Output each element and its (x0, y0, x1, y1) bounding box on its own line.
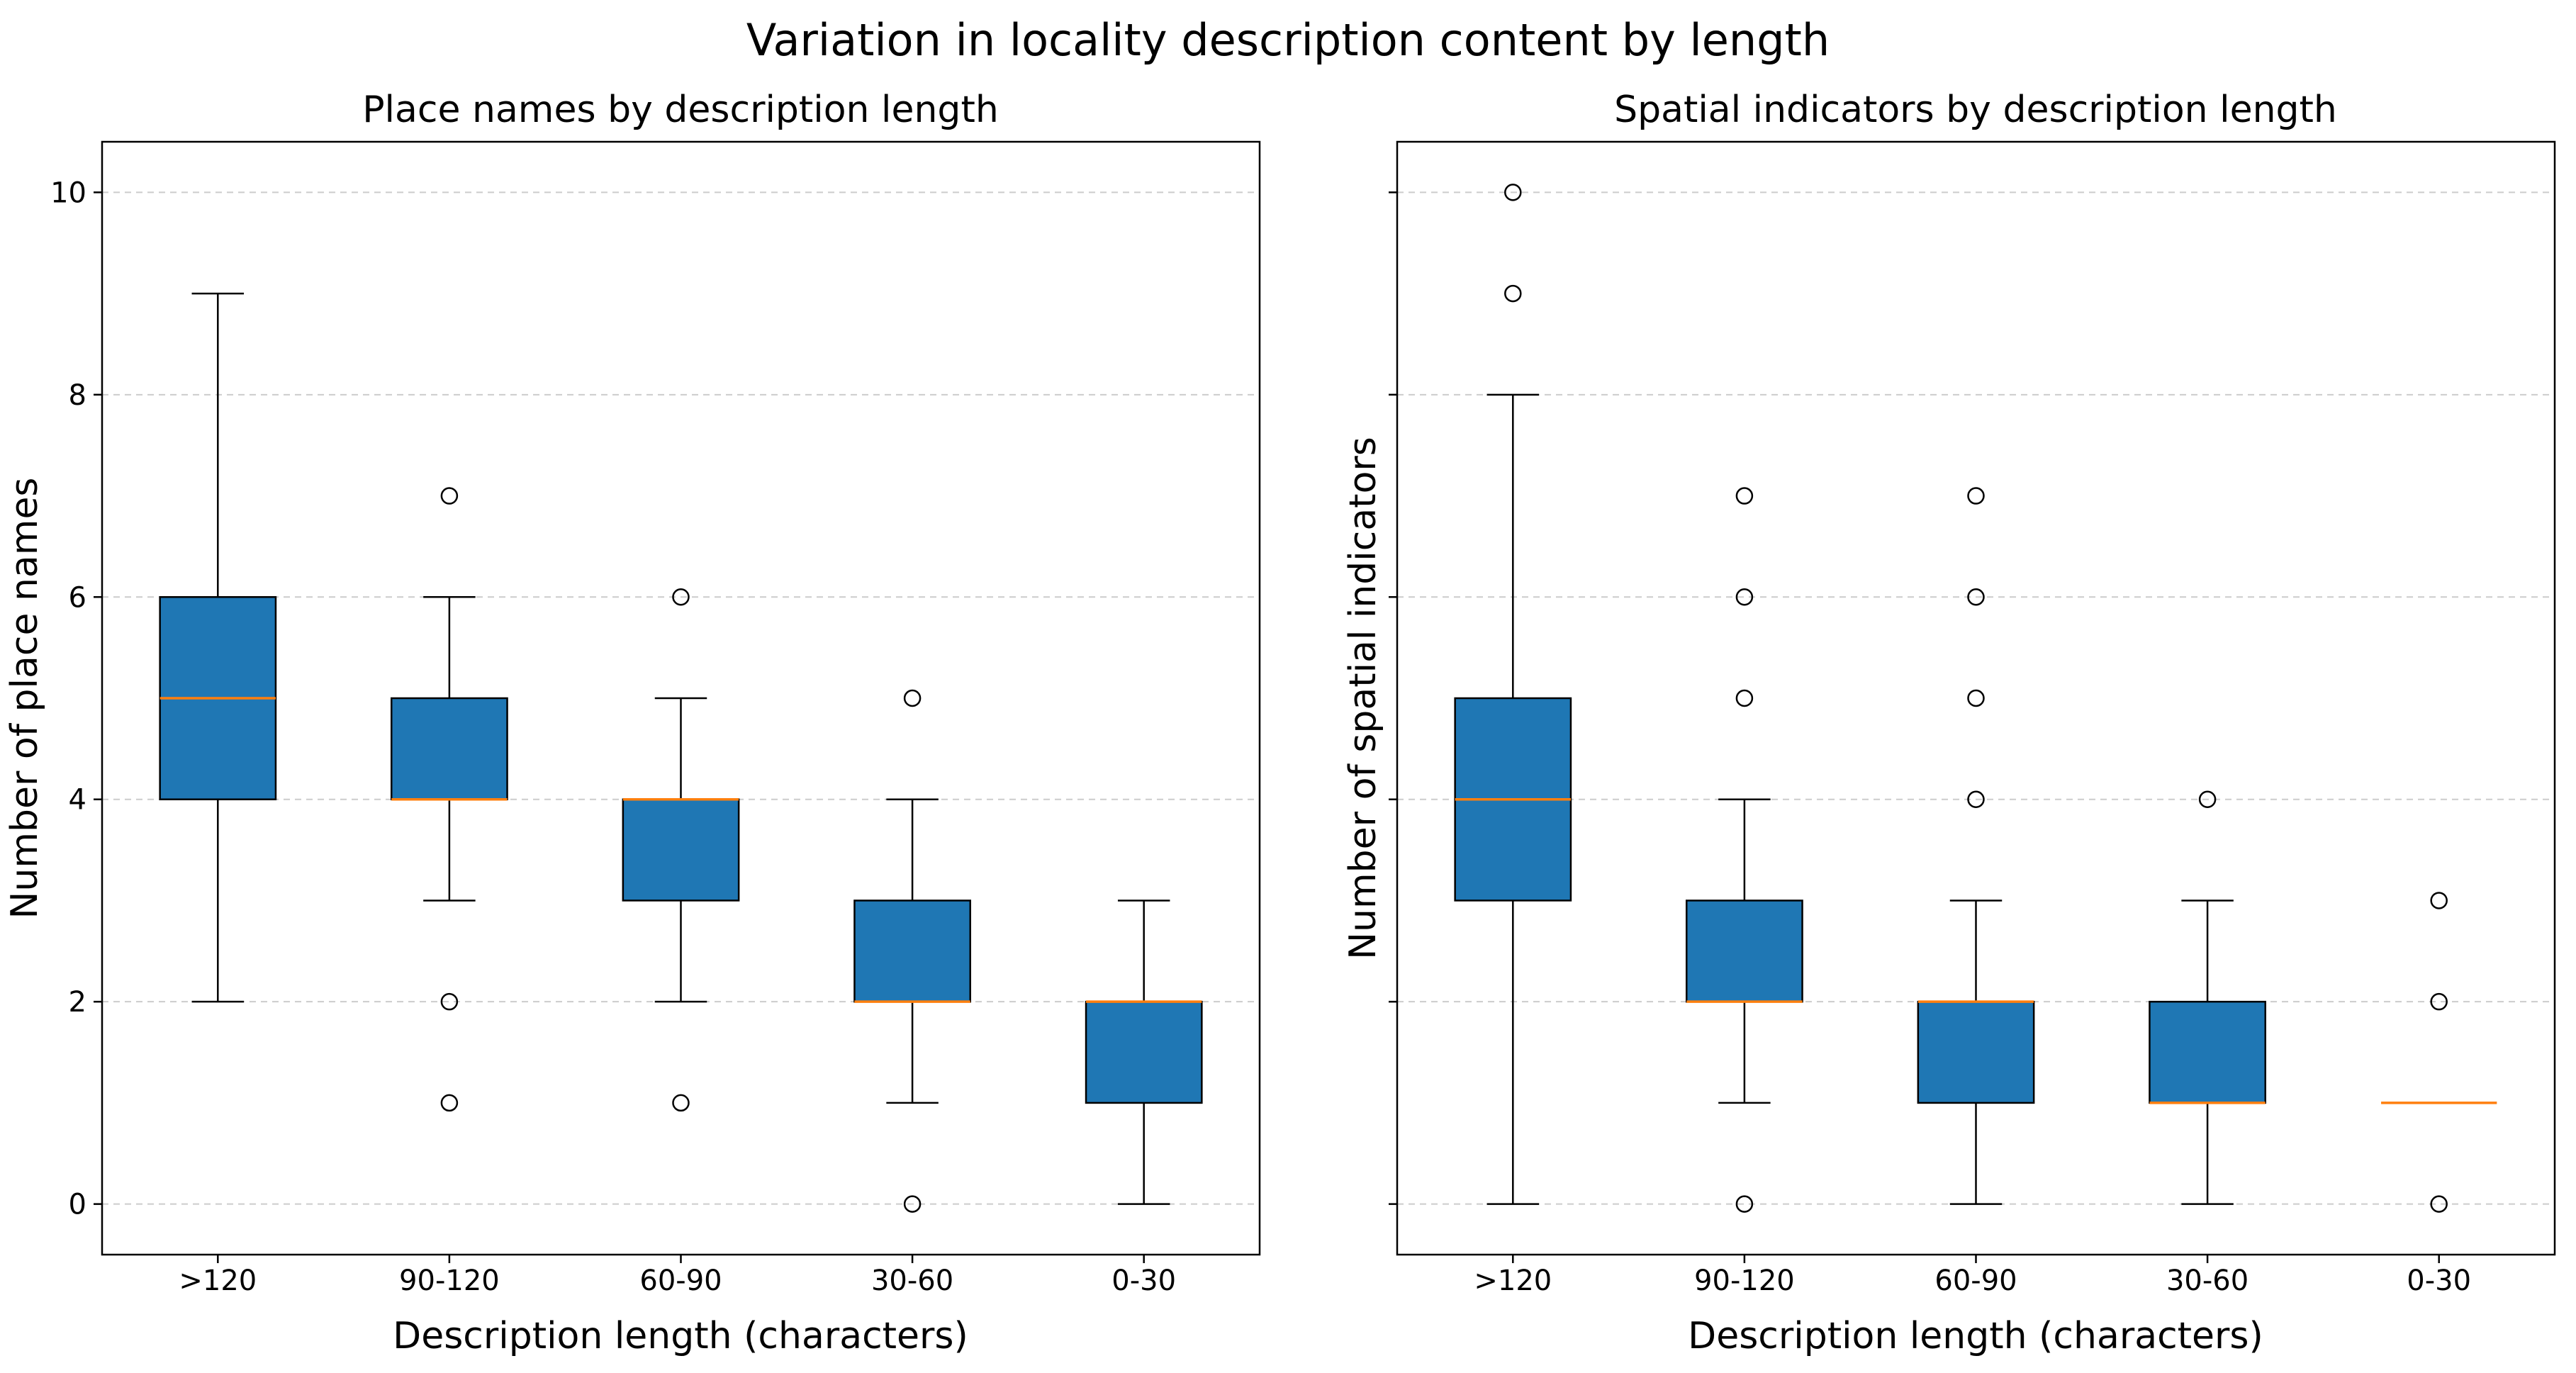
y-tick-label: 0 (69, 1189, 86, 1221)
outlier-point (1735, 588, 1754, 606)
y-tick-label: 10 (50, 176, 86, 209)
outlier-point (440, 1094, 459, 1112)
outlier-point (672, 588, 690, 606)
axes-place-names: Place names by description length Descri… (4, 89, 1261, 1357)
y-tick-label: 4 (69, 784, 86, 817)
outlier-point (672, 1094, 690, 1112)
y-axis-label-right: Number of spatial indicators (1342, 437, 1384, 960)
outlier-point (1735, 487, 1754, 505)
outlier-point (2198, 790, 2217, 808)
iqr-box (622, 798, 740, 902)
outlier-point (1504, 284, 1522, 303)
box-group->120 (1454, 184, 1572, 1205)
x-tick-label: >120 (179, 1265, 257, 1297)
y-tick-label: 8 (69, 379, 86, 412)
x-axis-label-right: Description length (characters) (1688, 1315, 2263, 1357)
axes-spatial-indicators: Spatial indicators by description length… (1342, 89, 2556, 1357)
x-tick-label: 90-120 (1694, 1265, 1795, 1297)
x-tick-label: 30-60 (2166, 1265, 2249, 1297)
outlier-point (2430, 1195, 2448, 1213)
box-group-60-90 (1917, 487, 2035, 1205)
outlier-point (2430, 892, 2448, 909)
outlier-point (2430, 992, 2448, 1011)
plot-area-left: 0 2 4 6 8 10 >120 90-120 60-90 30-60 0-30 (50, 140, 1261, 1297)
y-tick-label: 2 (69, 986, 86, 1019)
x-tick-label: 0-30 (2407, 1265, 2471, 1297)
outlier-point (903, 1195, 922, 1213)
subplot-title-left: Place names by description length (362, 89, 999, 131)
y-axis-label-left: Number of place names (4, 477, 46, 919)
box-group-90-120 (391, 487, 508, 1112)
iqr-box (1917, 1000, 2035, 1104)
box-group-90-120 (1686, 487, 1803, 1213)
x-axis-label-left: Description length (characters) (393, 1315, 968, 1357)
box-group-30-60 (2149, 790, 2266, 1205)
iqr-box (2149, 1000, 2266, 1104)
box-group-30-60 (853, 689, 971, 1213)
x-tick-label: 60-90 (1934, 1265, 2017, 1297)
outlier-point (1967, 487, 1985, 505)
x-tick-label: 30-60 (871, 1265, 953, 1297)
outlier-point (440, 992, 459, 1011)
iqr-box (1686, 900, 1803, 1003)
outlier-point (1735, 1195, 1754, 1213)
subplot-title-right: Spatial indicators by description length (1614, 89, 2337, 131)
box-group-60-90 (622, 588, 740, 1112)
box-group->120 (159, 292, 277, 1003)
outlier-point (1735, 689, 1754, 707)
iqr-box (1085, 1000, 1203, 1104)
x-tick-label: >120 (1474, 1265, 1552, 1297)
figure-title: Variation in locality description conten… (746, 14, 1830, 66)
outlier-point (903, 689, 922, 707)
x-tick-label: 60-90 (639, 1265, 722, 1297)
box-group-0-30 (1085, 900, 1203, 1205)
plot-area-right: >120 90-120 60-90 30-60 0-30 (1389, 140, 2556, 1297)
outlier-point (1967, 790, 1985, 808)
outlier-point (1967, 689, 1985, 707)
iqr-box (391, 697, 508, 800)
box-group-0-30 (2381, 892, 2497, 1213)
y-tick-label: 6 (69, 581, 86, 614)
outlier-point (1504, 184, 1522, 201)
x-tick-label: 0-30 (1111, 1265, 1176, 1297)
x-tick-label: 90-120 (399, 1265, 500, 1297)
outlier-point (440, 487, 459, 505)
outlier-point (1967, 588, 1985, 606)
iqr-box (853, 900, 971, 1003)
